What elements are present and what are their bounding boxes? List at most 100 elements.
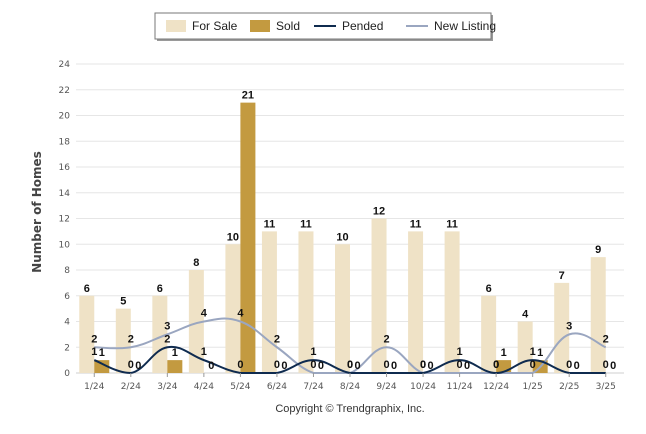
- data-label-for-sale: 11: [300, 218, 312, 230]
- bar-for-sale: [408, 231, 424, 373]
- data-label-new-listing: 2: [274, 333, 280, 345]
- data-label-new-listing: 3: [164, 320, 170, 332]
- y-tick-label: 0: [64, 369, 70, 379]
- data-label-for-sale: 11: [264, 218, 276, 230]
- y-tick-label: 16: [59, 163, 71, 173]
- bar-for-sale: [79, 295, 95, 373]
- bar-sold: [167, 360, 183, 373]
- data-label-for-sale: 10: [336, 231, 348, 243]
- x-tick-label: 7/24: [303, 382, 323, 392]
- data-label-new-listing: 3: [566, 320, 572, 332]
- data-label-for-sale: 11: [410, 218, 422, 230]
- y-tick-label: 14: [59, 189, 71, 199]
- x-tick-label: 11/24: [447, 382, 473, 392]
- y-tick-label: 10: [59, 240, 71, 250]
- data-label-for-sale: 10: [227, 231, 239, 243]
- legend-label-new-listing: New Listing: [434, 19, 496, 33]
- y-tick-label: 12: [59, 215, 70, 225]
- x-tick-label: 4/24: [194, 382, 214, 392]
- y-tick-label: 8: [64, 266, 70, 276]
- y-tick-label: 20: [59, 112, 71, 122]
- data-label-pended: 0: [383, 359, 389, 371]
- data-label-pended: 1: [310, 346, 316, 358]
- data-label-new-listing: 0: [457, 359, 463, 371]
- legend: For Sale Sold Pended New Listing: [154, 12, 496, 41]
- data-label-pended: 1: [530, 346, 536, 358]
- data-label-new-listing: 0: [347, 359, 353, 371]
- data-label-pended: 1: [91, 346, 97, 358]
- bar-for-sale: [261, 231, 277, 373]
- data-label-pended: 0: [493, 359, 499, 371]
- data-label-for-sale: 6: [157, 283, 163, 295]
- bar-for-sale: [371, 218, 387, 373]
- data-label-new-listing: 0: [493, 359, 499, 371]
- bar-sold: [94, 360, 110, 373]
- bar-for-sale: [554, 282, 570, 373]
- data-label-new-listing: 2: [91, 333, 97, 345]
- bars: [79, 102, 606, 373]
- data-label-sold: 0: [135, 360, 141, 372]
- data-label-sold: 0: [428, 360, 434, 372]
- data-label-sold: 1: [537, 347, 543, 359]
- data-label-for-sale: 11: [446, 218, 458, 230]
- legend-swatch-sold: [250, 20, 270, 32]
- data-label-pended: 0: [566, 359, 572, 371]
- data-label-sold: 0: [318, 360, 324, 372]
- data-label-sold: 0: [574, 360, 580, 372]
- data-label-new-listing: 2: [603, 333, 609, 345]
- legend-label-sold: Sold: [276, 19, 300, 33]
- data-label-pended: 2: [164, 333, 170, 345]
- y-tick-label: 22: [59, 86, 70, 96]
- data-label-for-sale: 4: [522, 309, 529, 321]
- x-tick-label: 1/24: [84, 382, 104, 392]
- data-label-pended: 1: [457, 346, 463, 358]
- y-tick-label: 24: [59, 60, 71, 70]
- data-label-new-listing: 0: [310, 359, 316, 371]
- x-tick-label: 12/24: [483, 382, 509, 392]
- bar-for-sale: [444, 231, 460, 373]
- data-label-new-listing: 0: [530, 359, 536, 371]
- data-label-new-listing: 2: [128, 333, 134, 345]
- data-label-pended: 0: [128, 359, 134, 371]
- bar-for-sale: [115, 308, 131, 373]
- legend-label-pended: Pended: [342, 19, 383, 33]
- data-label-pended: 0: [274, 359, 280, 371]
- data-label-pended: 0: [420, 359, 426, 371]
- data-label-for-sale: 12: [373, 206, 385, 218]
- y-tick-label: 4: [64, 318, 70, 328]
- y-tick-label: 18: [59, 137, 71, 147]
- x-tick-label: 2/24: [121, 382, 141, 392]
- data-label-new-listing: 4: [201, 308, 208, 320]
- data-label-for-sale: 7: [559, 270, 565, 282]
- x-axis: 1/24 2/24 3/24 4/24 5/24 6/24 7/24 8/24 9/24 10/2…: [84, 373, 616, 392]
- data-label-sold: 0: [208, 360, 214, 372]
- bar-sold: [240, 102, 256, 373]
- x-tick-label: 9/24: [376, 382, 396, 392]
- y-tick-label: 6: [64, 292, 70, 302]
- y-axis-label: Number of Homes: [30, 151, 44, 273]
- x-tick-label: 3/25: [596, 382, 616, 392]
- data-label-sold: 0: [354, 360, 360, 372]
- x-tick-label: 3/24: [157, 382, 177, 392]
- data-label-for-sale: 6: [486, 283, 492, 295]
- data-label-pended: 0: [603, 359, 609, 371]
- data-label-sold: 0: [391, 360, 397, 372]
- y-tick-label: 2: [64, 343, 70, 353]
- data-label-sold: 0: [281, 360, 287, 372]
- data-label-for-sale: 9: [595, 244, 601, 256]
- data-label-sold: 1: [501, 347, 507, 359]
- bar-for-sale: [188, 270, 204, 373]
- legend-label-for-sale: For Sale: [192, 19, 238, 33]
- data-label-for-sale: 5: [120, 296, 126, 308]
- data-label-pended: 0: [347, 359, 353, 371]
- data-label-sold: 0: [464, 360, 470, 372]
- legend-swatch-for-sale: [166, 20, 186, 32]
- x-tick-label: 1/25: [523, 382, 543, 392]
- x-tick-label: 6/24: [267, 382, 287, 392]
- bar-for-sale: [225, 244, 241, 373]
- bar-for-sale: [298, 231, 314, 373]
- x-tick-label: 10/24: [410, 382, 436, 392]
